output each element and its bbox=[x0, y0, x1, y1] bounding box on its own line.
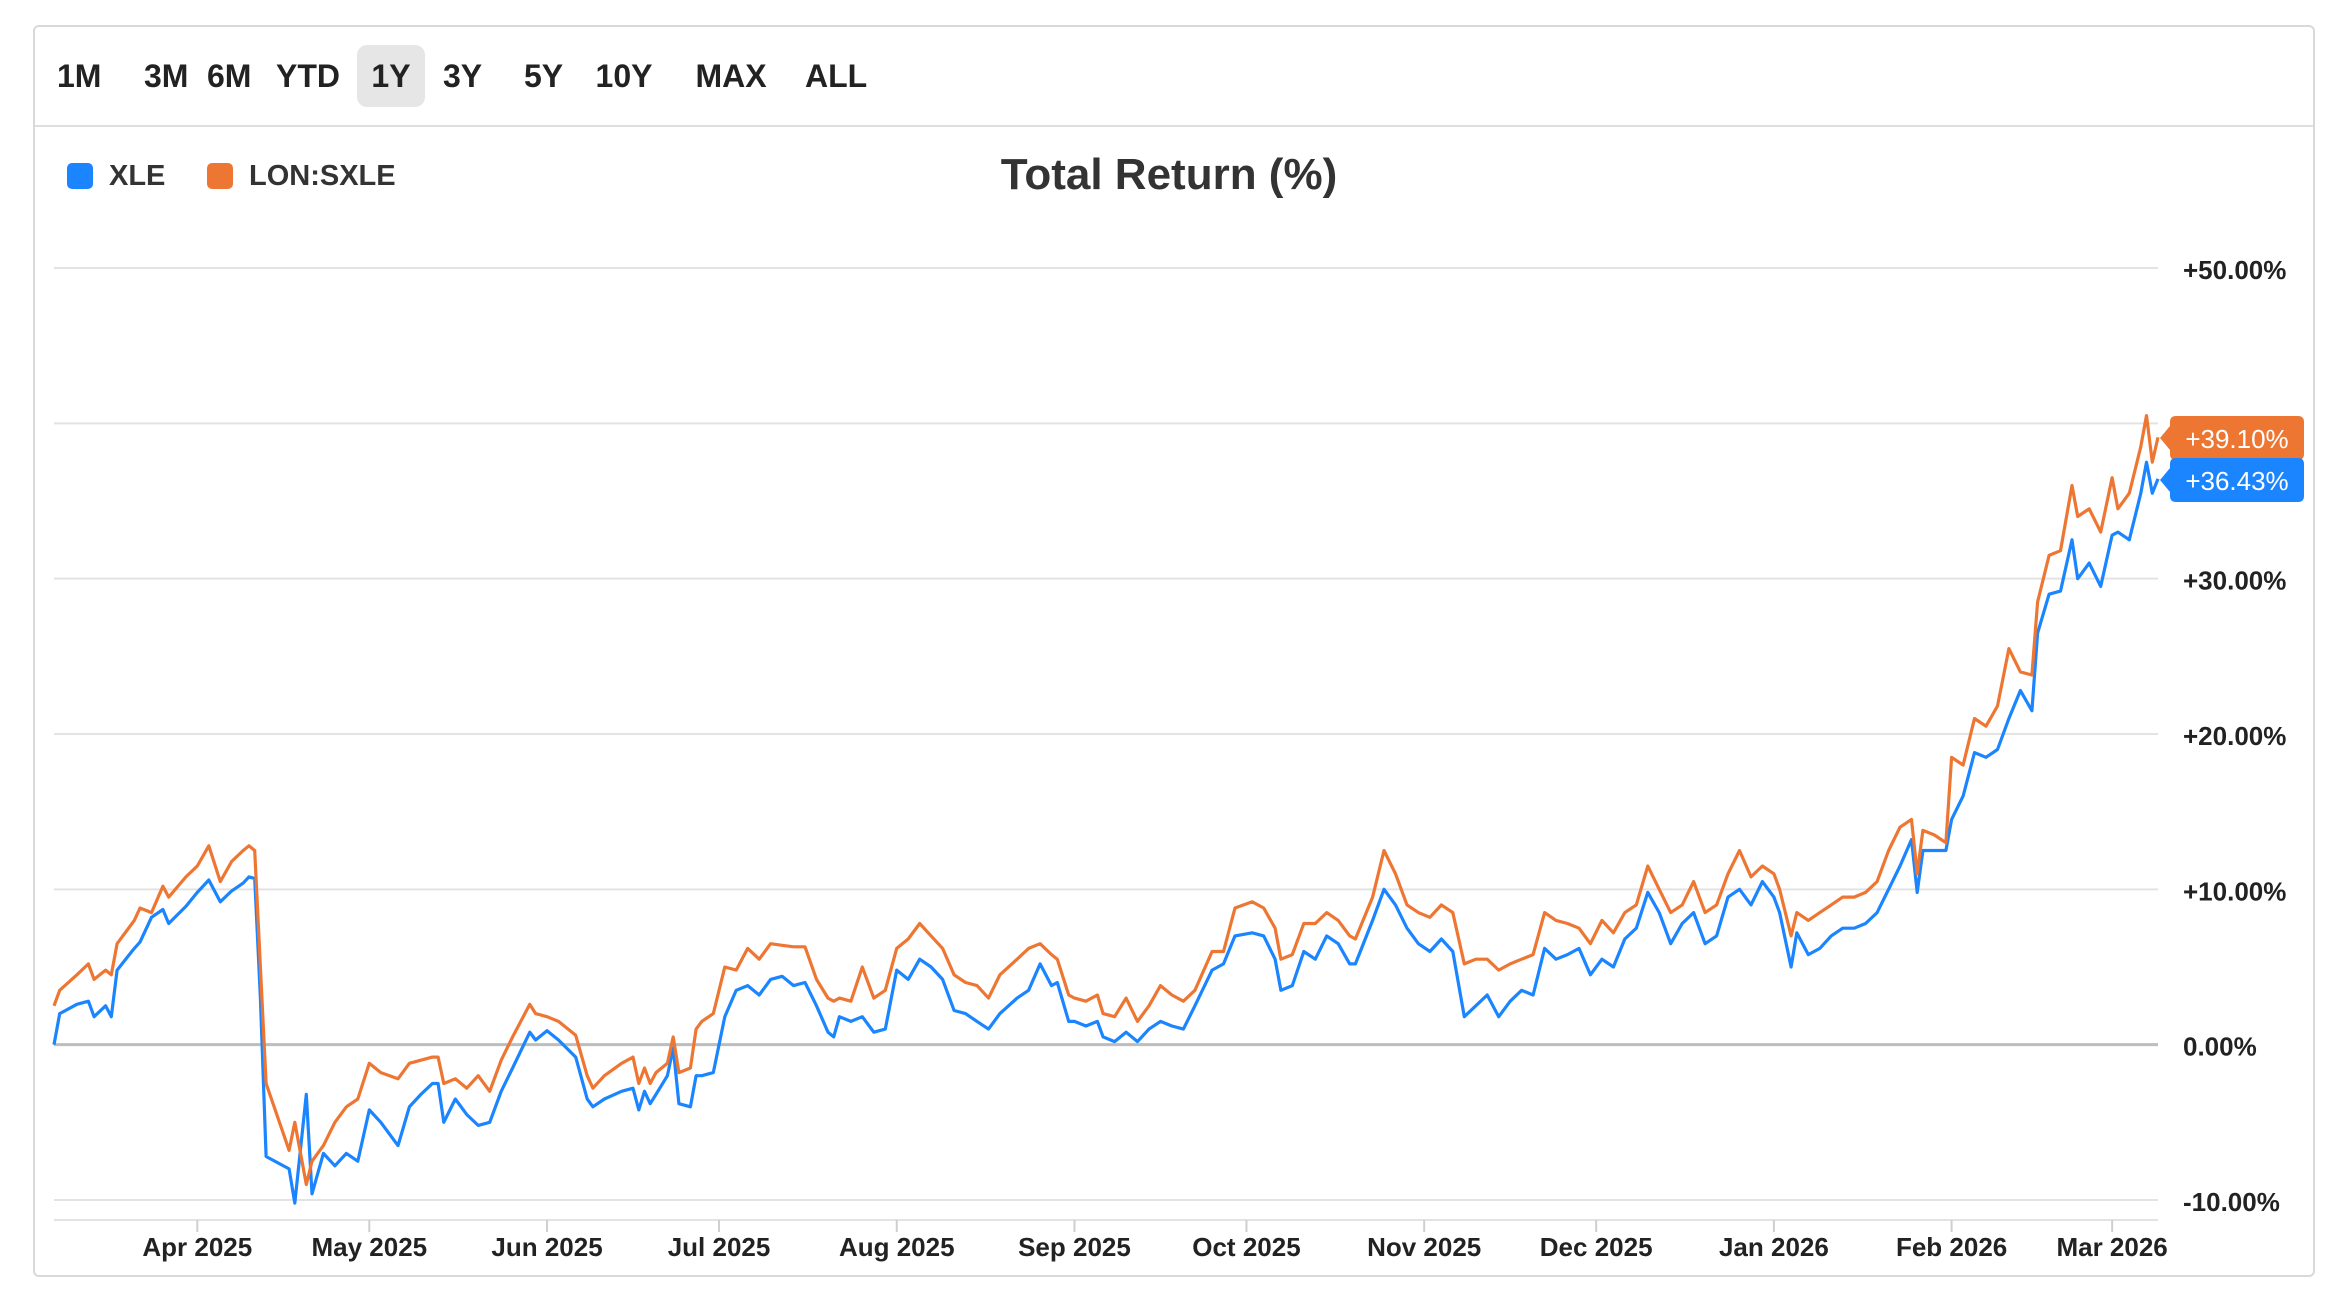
legend-swatch-lon-sxle bbox=[207, 163, 233, 189]
y-tick-label: +30.00% bbox=[2183, 566, 2286, 596]
range-button-1y[interactable]: 1Y bbox=[357, 45, 425, 107]
x-tick-label: Feb 2026 bbox=[1896, 1232, 2007, 1262]
x-tick-label: Apr 2025 bbox=[142, 1232, 252, 1262]
range-button-ytd[interactable]: YTD bbox=[276, 58, 340, 94]
y-tick-label: -10.00% bbox=[2183, 1187, 2280, 1217]
x-tick-label: Aug 2025 bbox=[839, 1232, 955, 1262]
last-value-label: +39.10% bbox=[2185, 424, 2288, 454]
legend-label-xle: XLE bbox=[109, 159, 166, 192]
series-line-xle bbox=[52, 460, 2160, 1205]
range-button-6m[interactable]: 6M bbox=[207, 58, 252, 94]
x-tick-label: Mar 2026 bbox=[2056, 1232, 2167, 1262]
y-tick-label: +10.00% bbox=[2183, 876, 2286, 906]
legend-swatch-xle bbox=[67, 163, 93, 189]
chart-card: 1M 3M 6M YTD 1Y 3Y 5Y 10Y MAX ALL bbox=[33, 25, 2315, 1277]
chart-title: Total Return (%) bbox=[1000, 150, 1338, 199]
last-value-label: +36.43% bbox=[2185, 466, 2288, 496]
last-value-badge-bg bbox=[2160, 458, 2304, 502]
x-tick-label: Jun 2025 bbox=[491, 1232, 602, 1262]
range-button-3m[interactable]: 3M bbox=[144, 58, 189, 94]
legend-label-lon-sxle: LON:SXLE bbox=[249, 159, 396, 192]
x-tick-label: Sep 2025 bbox=[1018, 1232, 1131, 1262]
x-tick-label: Oct 2025 bbox=[1192, 1232, 1300, 1262]
last-value-badge-lon-sxle: +39.10% bbox=[2160, 416, 2304, 460]
range-button-3y[interactable]: 3Y bbox=[443, 58, 483, 94]
time-range-selector: 1M 3M 6M YTD 1Y 3Y 5Y 10Y MAX ALL bbox=[35, 27, 2313, 127]
range-button-max[interactable]: MAX bbox=[695, 58, 767, 94]
y-tick-label: 0.00% bbox=[2183, 1032, 2257, 1062]
x-tick-label: Dec 2025 bbox=[1540, 1232, 1653, 1262]
legend-item-lon-sxle[interactable]: LON:SXLE bbox=[207, 158, 396, 194]
last-value-badge-bg bbox=[2160, 416, 2304, 460]
range-button-5y[interactable]: 5Y bbox=[524, 58, 564, 94]
y-tick-label: +50.00% bbox=[2183, 255, 2286, 285]
range-button-all[interactable]: ALL bbox=[805, 58, 868, 94]
y-tick-label: +20.00% bbox=[2183, 721, 2286, 751]
x-tick-label: Jul 2025 bbox=[668, 1232, 771, 1262]
series-line-lon-sxle bbox=[52, 414, 2160, 1187]
legend-item-xle[interactable]: XLE bbox=[67, 158, 165, 194]
last-value-badge-xle: +36.43% bbox=[2160, 458, 2304, 502]
x-tick-label: Nov 2025 bbox=[1367, 1232, 1481, 1262]
x-tick-label: Jan 2026 bbox=[1719, 1232, 1829, 1262]
range-button-1m[interactable]: 1M bbox=[57, 58, 102, 94]
range-button-10y[interactable]: 10Y bbox=[595, 58, 653, 94]
x-tick-label: May 2025 bbox=[311, 1232, 427, 1262]
